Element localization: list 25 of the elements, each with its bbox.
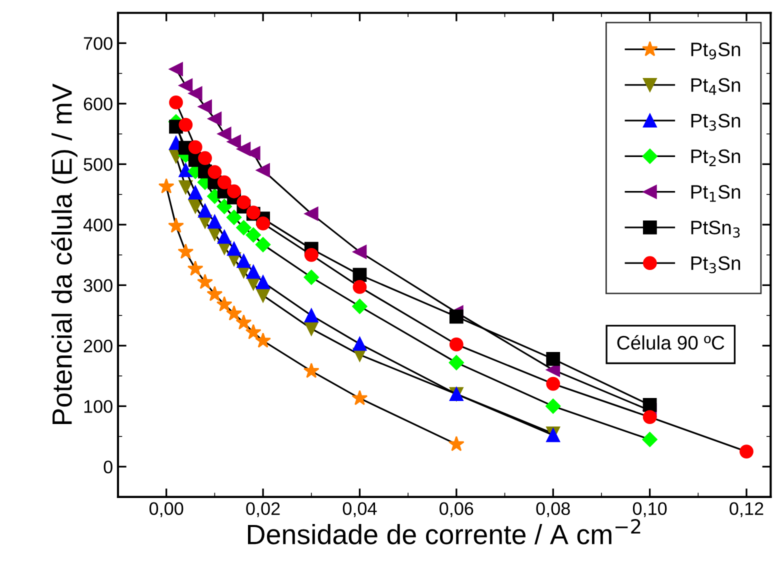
y-tick-label: 600 (84, 98, 112, 110)
y-tick-label: 100 (84, 400, 112, 413)
y-tick-label: 0 (104, 460, 112, 474)
y-tick-label: 500 (84, 158, 112, 171)
legend-label: Pt$_{9}$Sn (691, 42, 740, 60)
x-tick-label: 0,02 (246, 502, 280, 518)
annotation: Célula 90 ºC (617, 335, 724, 350)
legend-label: Pt$_{1}$Sn (691, 185, 740, 202)
y-tick-label: 200 (84, 340, 112, 352)
x-tick-label: 0,04 (342, 502, 377, 518)
x-tick-label: 0,10 (632, 502, 667, 518)
legend-label: Pt$_{3}$Sn (691, 256, 740, 274)
x-tick-label: 0,08 (536, 502, 570, 518)
y-tick-label: 300 (84, 279, 112, 292)
legend-label: Pt$_{4}$Sn (691, 78, 740, 95)
y-tick-label: 400 (83, 218, 112, 232)
x-axis-title: Densidade de corrente / A cm$^{−2}$ (248, 519, 640, 544)
legend-label: PtSn$_{3}$ (691, 220, 740, 238)
legend-label: Pt$_{3}$Sn (691, 114, 740, 131)
x-tick-label: 0,00 (149, 502, 184, 518)
legend-label: Pt$_{2}$Sn (691, 149, 740, 166)
x-tick-label: 0,06 (440, 502, 474, 518)
y-axis-title: Potencial da célula (E) / mV (51, 84, 78, 424)
x-tick-label: 0,12 (730, 502, 764, 518)
y-tick-label: 700 (84, 37, 112, 50)
